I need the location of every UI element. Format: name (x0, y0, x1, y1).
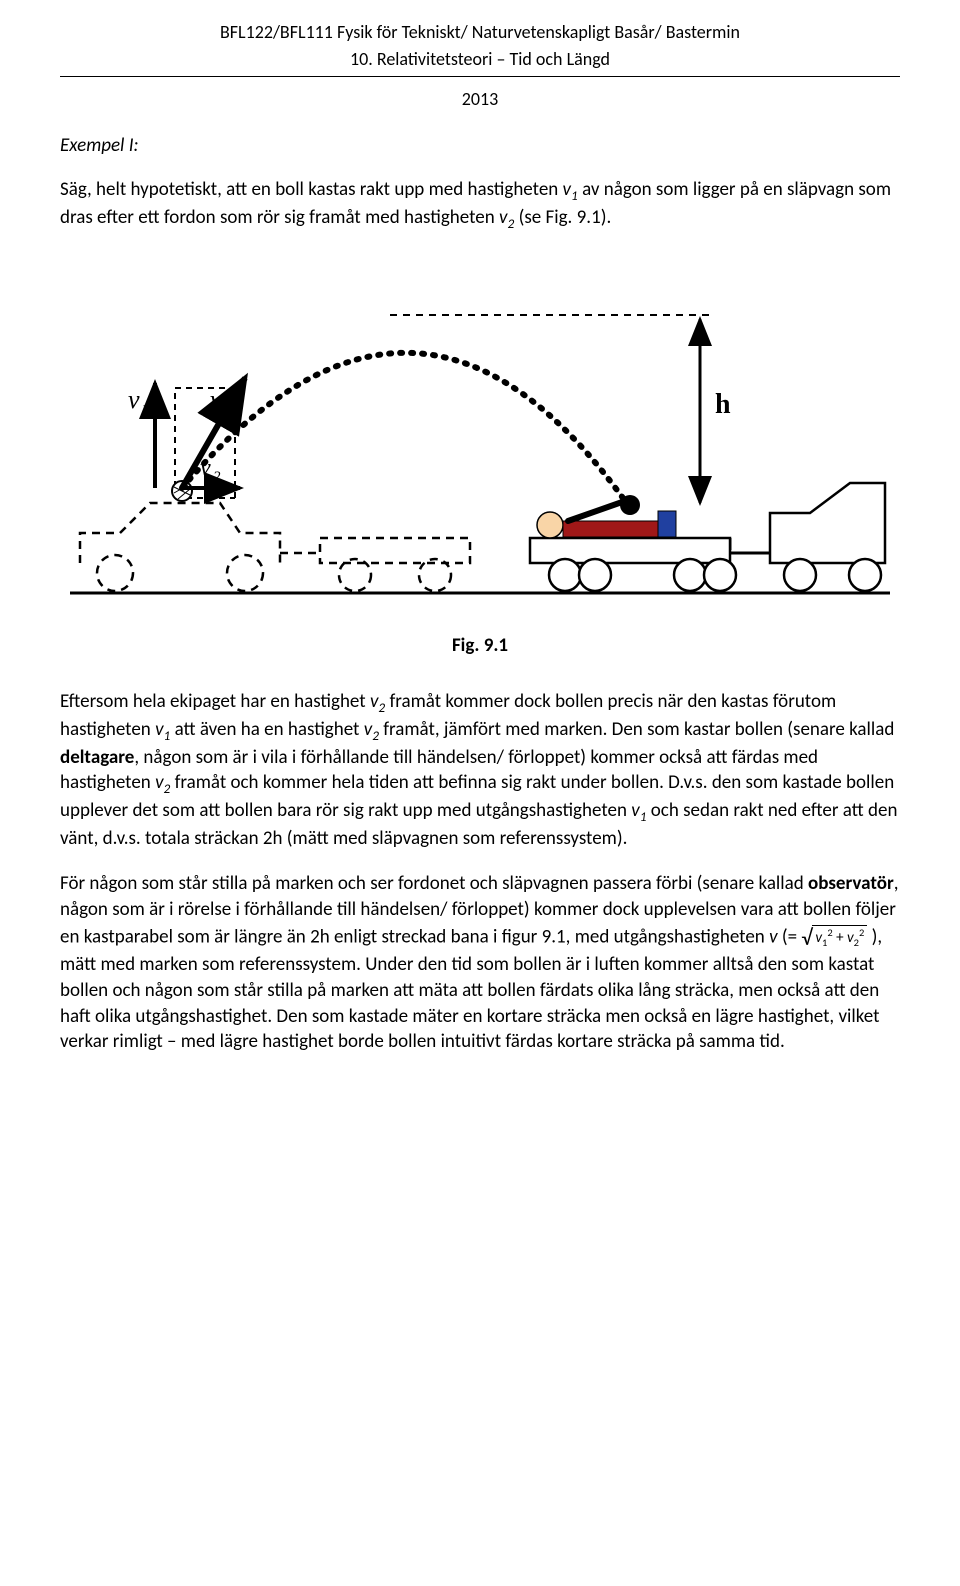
svg-text:2: 2 (213, 469, 221, 485)
svg-text:v: v (210, 385, 222, 414)
header-rule (60, 76, 900, 77)
svg-text:h: h (715, 389, 731, 420)
header-year: 2013 (60, 87, 900, 112)
example-title: Exempel I: (60, 133, 900, 160)
header-chapter: 10. Relativitetsteori – Tid och Längd (60, 47, 900, 72)
svg-text:1: 1 (141, 400, 150, 419)
svg-text:v: v (128, 385, 140, 414)
body-paragraph-2: För någon som står stilla på marken och … (60, 871, 900, 1055)
figure-9-1: v 1 v v 2 h (60, 263, 900, 613)
header-course: BFL122/BFL111 Fysik för Tekniskt/ Naturv… (60, 20, 900, 45)
body-paragraph-1: Eftersom hela ekipaget har en hastighet … (60, 689, 900, 851)
figure-caption: Fig. 9.1 (60, 633, 900, 660)
intro-paragraph: Säg, helt hypotetiskt, att en boll kasta… (60, 177, 900, 232)
